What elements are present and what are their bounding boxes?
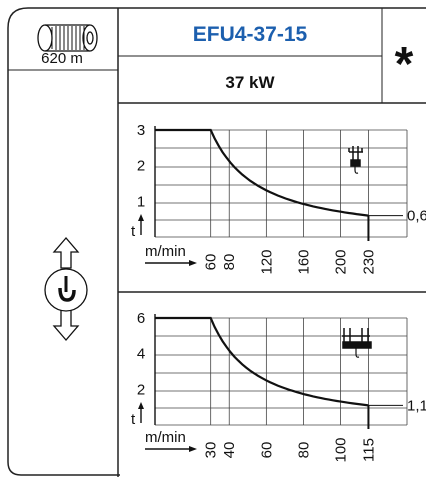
chart-2-y-arrow-head (138, 402, 144, 409)
chart-2-y-tick-label: 2 (137, 381, 145, 398)
chart-1-x-tick-label: 230 (360, 249, 377, 274)
chart-2-x-tick-label: 40 (221, 442, 238, 459)
card-frame (7, 7, 426, 476)
chart-2-x-unit: m/min (145, 429, 186, 446)
chart-1-load-curve (155, 128, 369, 217)
chart-2-x-arrow-head (189, 446, 197, 452)
chart-1-x-unit: m/min (145, 243, 186, 260)
chart-1-y-label: t (131, 223, 136, 240)
rope-length: 620 m (41, 50, 83, 67)
chart-2-x-tick-label: 30 (203, 442, 220, 459)
hoist-direction-icon (44, 237, 88, 341)
double-hook-block-icon (342, 328, 372, 358)
chart-2-x-tick-label: 60 (258, 442, 275, 459)
chart-2-x-tick-label: 115 (360, 438, 377, 462)
chart-2-load-curve (155, 316, 369, 407)
chart-panel-2: 6 4 2t 30 40 60 80 100 115 m/min 1,1 (131, 310, 426, 463)
chart-2-x-tick-label: 80 (295, 442, 312, 459)
rope-drum-icon (37, 24, 98, 52)
model-title: EFU4-37-15 (193, 23, 308, 46)
chart-2-marks: 6 4 2t 30 40 60 80 100 115 m/min 1,1 (131, 310, 426, 463)
chart-2-x-tick-label: 100 (333, 437, 350, 462)
chart-2-end-value-label: 1,1 (407, 397, 426, 414)
single-hook-block-icon (348, 146, 363, 174)
chart-2-y-tick-label: 6 (137, 310, 145, 327)
chart-1-x-tick-label: 120 (258, 249, 275, 274)
chart-1-x-tick-label: 60 (203, 254, 220, 271)
chart-1-x-tick-label: 160 (295, 249, 312, 274)
chart-1-x-tick-label: 200 (333, 249, 350, 274)
chart-panel-1: 3 2 1t 60 80 120 160 200 230 m/min 0,6 (131, 122, 426, 275)
chart-2-y-tick-label: 4 (137, 346, 145, 363)
chart-1-marks: 3 2 1t 60 80 120 160 200 230 m/min 0,6 (131, 122, 426, 275)
chart-1-y-tick-label: 3 (137, 122, 145, 139)
chart-1-y-tick-label: 2 (137, 158, 145, 175)
chart-1-x-arrow-head (189, 260, 197, 266)
footnote-marker: * (395, 38, 414, 91)
chart-1-x-tick-label: 80 (221, 254, 238, 271)
power-rating: 37 kW (225, 73, 275, 92)
chart-1-end-value-label: 0,6 (407, 208, 426, 225)
chart-1-y-tick-label: 1 (137, 193, 145, 210)
chart-2-y-label: t (131, 411, 136, 428)
chart-1-y-arrow-head (138, 214, 144, 221)
